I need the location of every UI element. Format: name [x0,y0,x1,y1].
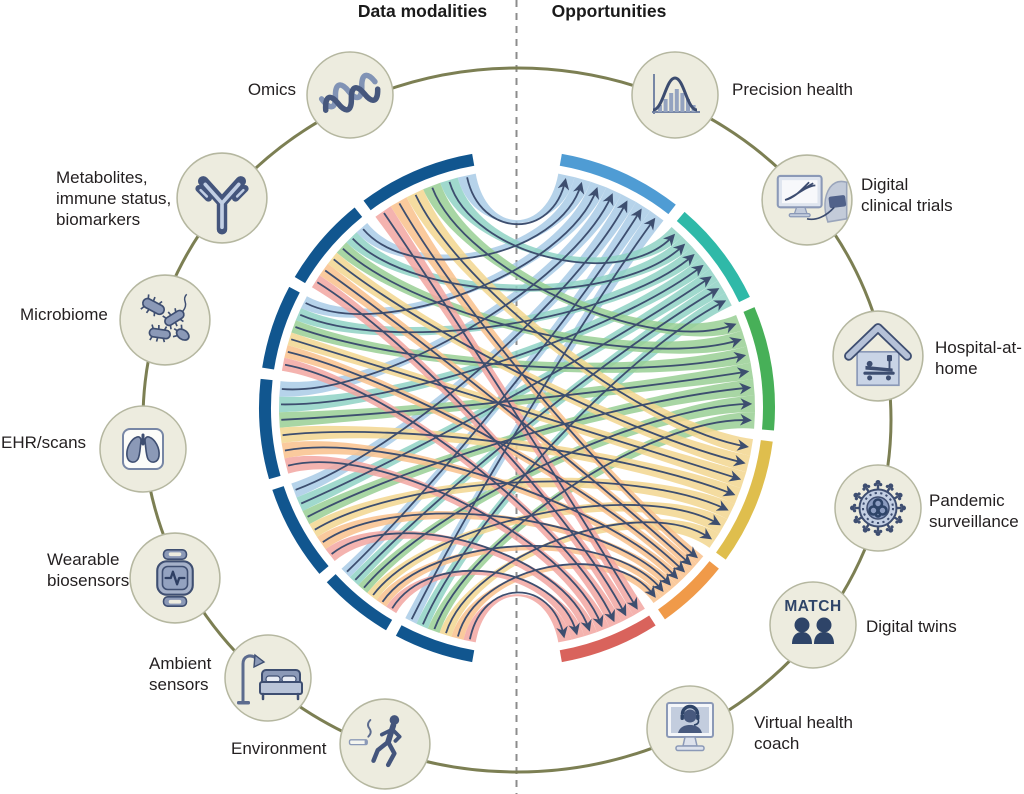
precision-health-node [630,50,720,140]
label-ehr-scans: EHR/scans [1,433,87,452]
label-wearable: Wearable biosensors [47,550,130,590]
label-pandemic: Pandemic surveillance [929,491,1019,531]
histogram-bell-curve-icon [631,51,719,139]
telehealth-monitor-icon [646,685,734,773]
match-people-icon: MATCH [769,581,857,669]
hospital-at-home-node [831,309,925,403]
dna-helix-icon [306,51,394,139]
monitor-blood-pressure-icon [761,154,853,246]
label-precision-health: Precision health [732,80,853,99]
runner-cigarette-icon [339,698,431,790]
pandemic-node [833,463,923,553]
flow-arrows [280,177,753,640]
header-opportunities: Opportunities [551,1,667,21]
ambient-node [223,633,313,723]
microbiome-node [118,273,212,367]
smartwatch-icon [129,532,221,624]
label-microbiome: Microbiome [20,305,108,324]
bed-lamp-icon [224,634,312,722]
label-hospital-at-home: Hospital-at- home [935,338,1022,378]
lungs-scan-icon [99,405,187,493]
header-data-modalities: Data modalities [357,1,488,21]
label-digital-trials: Digital clinical trials [861,175,953,215]
label-environment: Environment [231,739,327,758]
bacteria-icon [119,274,211,366]
metabolites-node [175,151,269,245]
match-text: MATCH [784,598,841,615]
label-ambient: Ambient sensors [149,654,212,694]
label-omics: Omics [247,80,296,99]
ribbons [279,173,755,643]
label-digital-twins: Digital twins [866,617,957,636]
label-metabolites: Metabolites, immune status, biomarkers [56,168,172,229]
environment-node [338,697,432,791]
virtual-coach-node [645,684,735,774]
antibody-icon [176,152,268,244]
digital-twins-node: MATCH [768,580,858,670]
ehr-scans-node [98,404,188,494]
wearable-node [128,531,222,625]
digital-trials-node [760,153,854,247]
opportunity-arcs [559,153,775,663]
modality-arc [259,153,475,663]
coronavirus-icon [834,464,922,552]
omics-node [305,50,395,140]
label-virtual-coach: Virtual health coach [754,713,853,753]
house-hospital-bed-icon [832,310,924,402]
